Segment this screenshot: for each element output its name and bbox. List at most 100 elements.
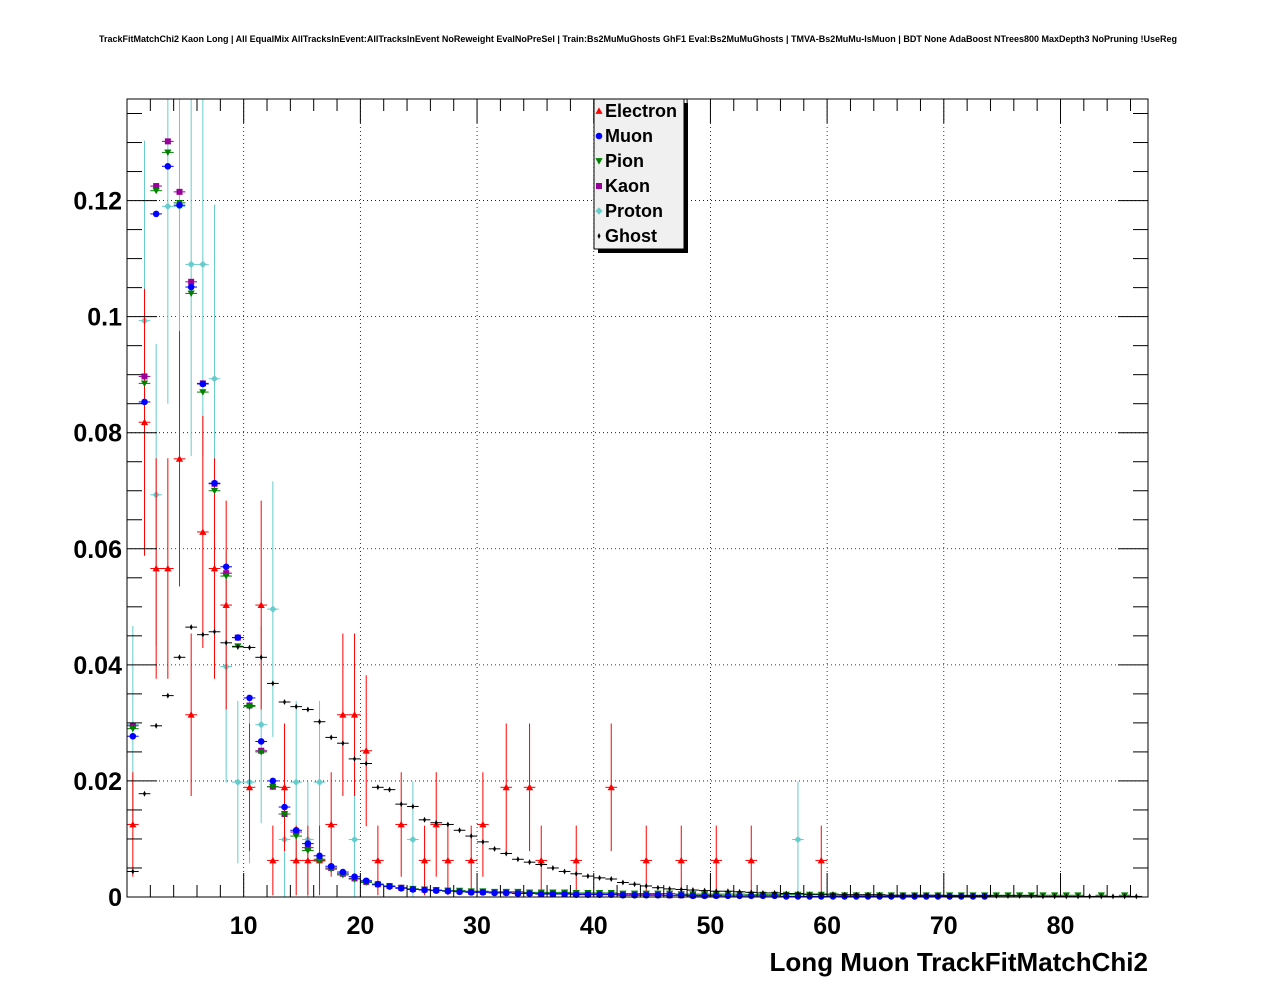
data-point xyxy=(223,570,230,577)
data-point xyxy=(631,891,638,899)
data-point xyxy=(423,816,427,823)
data-point xyxy=(178,654,182,661)
data-point xyxy=(341,740,345,747)
data-point xyxy=(339,711,347,718)
data-point xyxy=(245,703,254,711)
x-axis-label: Long Muon TrackFitMatchChi2 xyxy=(770,947,1148,977)
data-point xyxy=(420,856,429,864)
data-point xyxy=(201,631,205,638)
data-point xyxy=(386,883,393,890)
data-point xyxy=(140,418,149,426)
data-point xyxy=(271,680,275,687)
data-point xyxy=(187,290,195,298)
data-point xyxy=(143,790,147,797)
data-point xyxy=(304,840,312,847)
data-point xyxy=(222,601,230,608)
data-point xyxy=(316,852,323,860)
data-point xyxy=(633,881,637,888)
data-point xyxy=(747,856,755,864)
data-point xyxy=(794,835,802,844)
y-tick-label: 0.08 xyxy=(73,420,122,448)
x-tick-label: 30 xyxy=(463,912,491,940)
data-point xyxy=(364,760,368,767)
data-point xyxy=(129,732,137,740)
data-point xyxy=(353,755,357,762)
data-point xyxy=(164,149,172,156)
data-point xyxy=(153,183,160,190)
axis-ticks xyxy=(127,99,1148,898)
data-point xyxy=(561,890,568,898)
x-tick-label: 40 xyxy=(580,912,608,940)
data-point xyxy=(280,811,289,818)
data-point xyxy=(362,877,370,885)
data-point xyxy=(304,847,312,855)
data-point xyxy=(199,380,207,388)
data-point xyxy=(269,856,277,864)
data-point xyxy=(152,564,160,572)
data-point xyxy=(154,722,158,729)
legend-marker-proton xyxy=(595,207,603,215)
data-point xyxy=(563,868,567,875)
data-point xyxy=(1134,893,1138,900)
y-tick-label: 0.1 xyxy=(87,304,122,332)
data-point xyxy=(642,891,650,899)
series-proton xyxy=(127,99,804,897)
data-point xyxy=(714,888,718,895)
data-point xyxy=(351,873,358,880)
data-point xyxy=(213,628,217,635)
legend-label-kaon: Kaon xyxy=(605,176,650,196)
x-tick-label: 80 xyxy=(1047,912,1075,940)
legend-marker-electron xyxy=(595,107,603,114)
data-point xyxy=(236,643,240,650)
data-point xyxy=(491,889,498,897)
data-point xyxy=(315,858,324,865)
data-point xyxy=(304,856,312,864)
data-point xyxy=(572,856,580,864)
data-point xyxy=(539,861,543,868)
legend-marker-pion xyxy=(595,158,603,165)
data-point xyxy=(1111,893,1115,900)
data-point xyxy=(292,826,300,834)
data-point xyxy=(269,777,277,785)
data-point xyxy=(280,783,289,791)
data-point xyxy=(187,711,195,718)
data-point xyxy=(315,778,324,786)
data-point xyxy=(703,887,707,894)
data-point xyxy=(644,882,648,889)
y-tick-label: 0.06 xyxy=(73,536,122,564)
data-point xyxy=(257,749,265,756)
data-point xyxy=(619,891,627,899)
data-point xyxy=(164,564,172,572)
data-point xyxy=(131,868,135,875)
data-point xyxy=(444,856,452,864)
data-point xyxy=(188,278,195,285)
data-point xyxy=(537,890,545,898)
data-point xyxy=(176,201,183,209)
data-point xyxy=(388,786,392,793)
data-point xyxy=(234,778,242,786)
legend-box xyxy=(593,98,685,250)
x-tick-label: 60 xyxy=(813,912,841,940)
data-point xyxy=(294,703,298,710)
data-point xyxy=(189,624,193,631)
data-point xyxy=(411,803,415,810)
data-point xyxy=(656,884,660,891)
data-point xyxy=(141,398,148,406)
legend-label-muon: Muon xyxy=(605,126,653,146)
y-tick-label: 0 xyxy=(108,884,122,912)
data-point xyxy=(397,820,405,828)
data-point xyxy=(409,886,417,893)
data-point xyxy=(374,856,382,864)
data-point xyxy=(621,879,625,886)
legend-marker-kaon xyxy=(596,183,602,189)
data-point xyxy=(409,835,417,844)
data-point xyxy=(281,803,288,811)
data-point xyxy=(456,888,463,896)
data-point xyxy=(1064,893,1068,900)
data-point xyxy=(689,892,697,900)
data-point xyxy=(141,373,148,380)
data-point xyxy=(677,891,685,899)
data-point xyxy=(1076,893,1080,900)
data-point xyxy=(607,783,615,791)
data-point xyxy=(329,734,333,741)
